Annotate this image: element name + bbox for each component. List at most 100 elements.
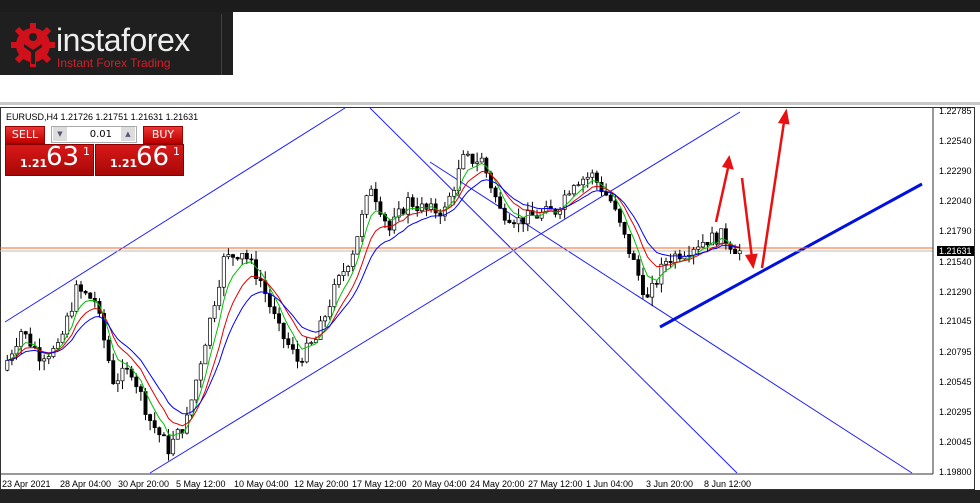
candle: [442, 206, 447, 217]
candle: [74, 284, 79, 312]
candle: [461, 154, 466, 170]
candle: [631, 253, 636, 260]
candle: [323, 316, 328, 322]
y-tick-label: 1.21045: [939, 316, 972, 327]
y-tick-label: 1.20545: [939, 376, 972, 387]
candle: [341, 271, 346, 276]
lot-size-input[interactable]: 0.01: [51, 126, 137, 143]
candle: [604, 191, 609, 196]
candle: [290, 344, 295, 350]
candle: [56, 342, 60, 349]
sell-price-button[interactable]: 1.21 63 1: [5, 142, 94, 176]
candle: [719, 228, 724, 245]
y-tick-label: 1.22040: [939, 196, 972, 207]
candle: [309, 342, 314, 344]
candle: [410, 197, 415, 207]
candle: [585, 176, 590, 180]
candle: [548, 206, 553, 210]
candle: [60, 333, 65, 343]
candle: [364, 195, 369, 215]
brand-name: instaforex: [56, 22, 190, 58]
candle: [249, 258, 254, 261]
candle: [203, 344, 208, 365]
candle: [166, 435, 171, 455]
candle: [659, 263, 664, 285]
candle: [650, 282, 655, 298]
candle: [194, 379, 199, 401]
candle: [355, 236, 360, 255]
x-tick-label: 24 May 20:00: [470, 479, 525, 489]
lot-decrease-button[interactable]: ▼: [53, 127, 67, 141]
candle: [350, 253, 355, 267]
candle: [668, 261, 673, 263]
candle: [636, 259, 641, 276]
sell-price-prefix: 1.21: [20, 157, 48, 170]
candle: [69, 310, 74, 317]
candle: [535, 215, 539, 219]
candle: [360, 213, 364, 237]
y-tick-label: 1.20295: [939, 407, 972, 418]
candle: [627, 233, 632, 254]
y-tick-label: 1.20045: [939, 437, 972, 448]
candle: [641, 274, 645, 296]
candle: [5, 360, 10, 371]
x-tick-label: 12 May 20:00: [294, 479, 349, 489]
candle: [208, 317, 212, 346]
ma-mid-line: [7, 170, 740, 427]
candle: [396, 208, 401, 218]
buy-price-button[interactable]: 1.21 66 1: [95, 142, 184, 176]
candle: [567, 193, 572, 196]
x-tick-label: 23 Apr 2021: [2, 479, 51, 489]
sell-button[interactable]: SELL: [5, 126, 45, 144]
x-tick-label: 17 May 12:00: [352, 479, 407, 489]
candle: [673, 253, 678, 263]
candle: [111, 360, 116, 385]
arrowhead: [777, 108, 790, 125]
candle: [157, 427, 162, 436]
candle: [590, 172, 595, 178]
candle: [696, 246, 701, 250]
candle: [337, 275, 341, 285]
forecast-arrows: [714, 108, 790, 270]
candle: [498, 196, 503, 209]
candle: [152, 420, 157, 429]
candle: [479, 157, 484, 163]
candle: [608, 194, 613, 202]
bottom-bar: [0, 490, 980, 503]
candle: [502, 207, 507, 221]
candle: [581, 178, 586, 186]
candle: [465, 153, 470, 156]
buy-price-sup: 1: [173, 145, 180, 158]
candle: [28, 333, 33, 347]
candle: [120, 367, 125, 382]
candle: [571, 185, 576, 195]
divider: [221, 14, 222, 75]
candle: [189, 399, 194, 416]
channel-lower-left: [149, 111, 741, 474]
candle: [682, 256, 687, 260]
x-tick-label: 1 Jun 04:00: [586, 479, 634, 489]
lot-increase-button[interactable]: ▲: [121, 127, 135, 141]
candle: [645, 294, 650, 298]
ma-slow-line: [7, 179, 740, 415]
top-bar: [0, 0, 980, 12]
candle: [562, 194, 567, 210]
candle: [327, 306, 332, 318]
candle: [617, 208, 622, 223]
x-tick-label: 28 Apr 04:00: [60, 479, 112, 489]
candle: [134, 376, 139, 388]
arrowhead: [744, 253, 758, 270]
candle: [88, 292, 93, 299]
drawn-lines: [0, 107, 933, 474]
candle: [226, 254, 231, 258]
candle: [705, 241, 710, 246]
candle: [700, 241, 705, 248]
buy-button[interactable]: BUY: [143, 126, 183, 144]
candle: [102, 313, 106, 341]
candle: [447, 195, 452, 208]
candle: [106, 339, 111, 361]
candle: [37, 347, 42, 362]
candle: [171, 438, 176, 455]
channel-down-1: [369, 107, 738, 474]
